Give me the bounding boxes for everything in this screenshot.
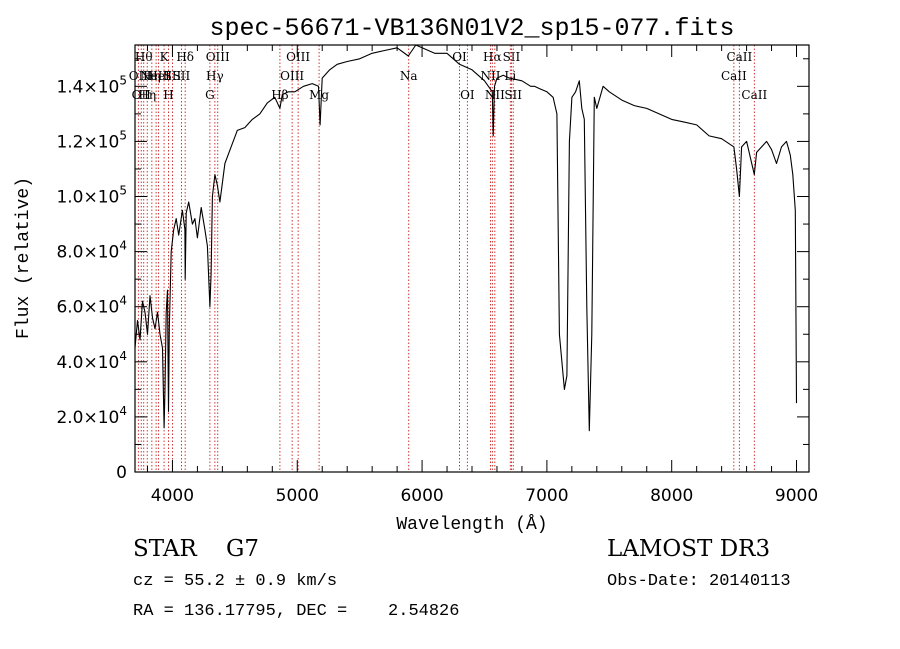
line-label: Hα [483, 50, 502, 64]
redshift-velocity: cz = 55.2 ± 0.9 km/s [133, 572, 338, 591]
y-tick-label: 4.0×104 [56, 349, 127, 373]
line-label: OI [460, 88, 475, 102]
line-label: Na [400, 69, 418, 83]
y-tick-label: 1.4×105 [56, 73, 127, 97]
line-label: Hγ [206, 69, 224, 83]
line-label: NII [480, 69, 500, 83]
line-label: K [160, 50, 170, 64]
line-label: SII [173, 69, 191, 83]
x-tick-label: 4000 [151, 486, 194, 506]
line-label: CaII [741, 88, 767, 102]
line-label: SII [164, 69, 182, 83]
x-tick-label: 7000 [525, 486, 568, 506]
plot-frame [134, 44, 810, 473]
y-tick-label: 1.0×105 [56, 184, 127, 208]
line-label: OII [132, 88, 152, 102]
spectrum-layer [134, 44, 798, 432]
x-tick-label: 9000 [775, 486, 818, 506]
line-label: CaII [726, 50, 752, 64]
ra-dec-coordinates: RA = 136.17795, DEC = 2.54826 [133, 602, 460, 621]
line-label: SII [503, 50, 521, 64]
y-tick-label: 1.2×105 [56, 128, 127, 152]
line-label: Hη [143, 69, 161, 83]
line-label: H [163, 88, 173, 102]
x-tick-label: 6000 [400, 486, 443, 506]
line-label: NII [485, 88, 505, 102]
y-tick-label: 8.0×104 [56, 239, 127, 263]
x-tick-label: 8000 [650, 486, 693, 506]
y-tick-label: 6.0×104 [56, 294, 127, 318]
chart-title: spec-56671-VB136N01V2_sp15-077.fits [209, 14, 734, 43]
line-label: OI [452, 50, 467, 64]
line-label: OIII [286, 50, 310, 64]
line-label: G [205, 88, 215, 102]
y-tick-label: 0 [116, 463, 127, 483]
y-tick-label: 2.0×104 [56, 404, 127, 428]
x-tick-label: 5000 [276, 486, 319, 506]
line-label: OIII [206, 50, 230, 64]
line-label: OIII [280, 69, 304, 83]
line-label: Hβ [271, 88, 288, 102]
spectral-line-markers: OIIOIIHθHηHηNeIIIHeIKHSIISIIHδGHγOIIIHβO… [129, 45, 767, 472]
spectrum-line [134, 44, 798, 432]
object-classification: STAR G7 [133, 536, 260, 562]
y-axis-label: Flux (relative) [14, 177, 34, 339]
line-label: Li [504, 69, 516, 83]
line-label: Hδ [176, 50, 194, 64]
survey-name: LAMOST DR3 [607, 536, 771, 562]
x-axis-label: Wavelength (Å) [396, 514, 547, 535]
line-label: Hθ [135, 50, 153, 64]
line-label: NeIII [140, 69, 172, 83]
line-label: SII [504, 88, 522, 102]
observation-date: Obs-Date: 20140113 [607, 572, 791, 591]
line-label: CaII [721, 69, 747, 83]
axis-ticks: 4000 5000 6000 7000 8000 9000 0 2.0×104 4.0×104 6… [56, 45, 818, 506]
line-label: Hη [138, 88, 156, 102]
line-label: OII [129, 69, 149, 83]
line-label: HeI [147, 69, 170, 83]
